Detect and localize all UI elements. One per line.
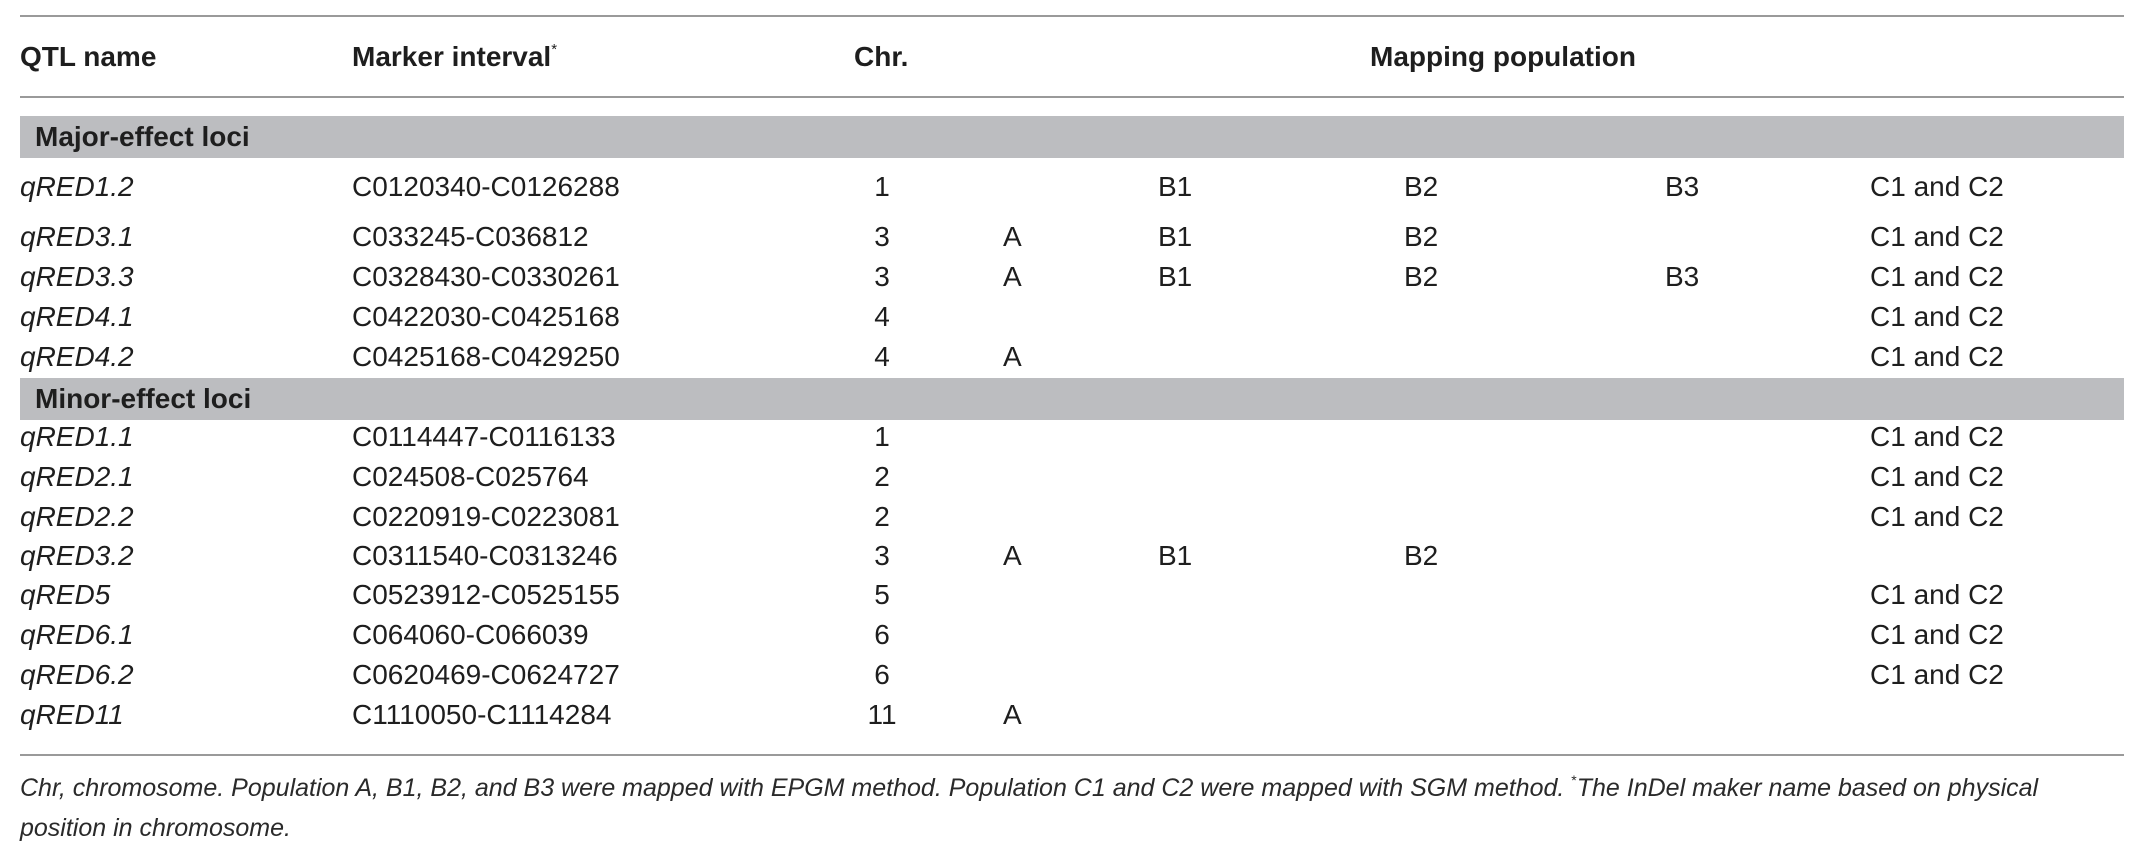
marker-interval-cell: C0620469-C0624727 bbox=[352, 659, 620, 690]
header-mapping-population: Mapping population bbox=[1370, 41, 1636, 72]
marker-interval-cell: C0523912-C0525155 bbox=[352, 579, 620, 610]
header-qtl-name: QTL name bbox=[20, 41, 157, 72]
chr-cell: 3 bbox=[874, 221, 890, 252]
population-b1-cell: B1 bbox=[1158, 540, 1193, 571]
marker-interval-cell: C0328430-C0330261 bbox=[352, 261, 620, 292]
population-c-cell: C1 and C2 bbox=[1870, 461, 2004, 492]
qtl-name-cell: qRED6.1 bbox=[20, 619, 134, 650]
chr-cell: 2 bbox=[874, 461, 890, 492]
chr-cell: 3 bbox=[874, 261, 890, 292]
chr-cell: 6 bbox=[874, 619, 890, 650]
marker-interval-cell: C1110050-C1114284 bbox=[352, 699, 612, 730]
table-row: qRED1.2 C0120340-C0126288 1 B1 B2 B3 C1 and C2 bbox=[0, 168, 2145, 206]
population-a-cell: A bbox=[1003, 221, 1022, 252]
footnote-note: The InDel maker name based on physical p… bbox=[20, 774, 2039, 842]
population-b1-cell: B1 bbox=[1158, 221, 1193, 252]
qtl-name-cell: qRED6.2 bbox=[20, 659, 134, 690]
population-c-cell: C1 and C2 bbox=[1870, 619, 2004, 650]
chr-cell: 3 bbox=[874, 540, 890, 571]
qtl-name-cell: qRED2.2 bbox=[20, 501, 134, 532]
marker-interval-cell: C0311540-C0313246 bbox=[352, 540, 618, 571]
chr-cell: 1 bbox=[874, 171, 890, 202]
table-row: qRED3.1 C033245-C036812 3 A B1 B2 C1 and C2 bbox=[0, 218, 2145, 256]
chr-cell: 2 bbox=[874, 501, 890, 532]
population-b2-cell: B2 bbox=[1404, 171, 1439, 202]
section-title: Major-effect loci bbox=[35, 121, 250, 152]
qtl-name-cell: qRED3.2 bbox=[20, 540, 134, 571]
population-c-cell: C1 and C2 bbox=[1870, 301, 2004, 332]
marker-interval-cell: C0422030-C0425168 bbox=[352, 301, 620, 332]
population-a-cell: A bbox=[1003, 341, 1022, 372]
population-c-cell: C1 and C2 bbox=[1870, 501, 2004, 532]
header-marker-interval-footnote-mark: * bbox=[551, 41, 558, 58]
population-b2-cell: B2 bbox=[1404, 261, 1439, 292]
table-row: qRED2.1 C024508-C025764 2 C1 and C2 bbox=[0, 458, 2145, 496]
table-row: qRED4.2 C0425168-C0429250 4 A C1 and C2 bbox=[0, 338, 2145, 376]
chr-cell: 11 bbox=[867, 699, 897, 730]
population-c-cell: C1 and C2 bbox=[1870, 579, 2004, 610]
population-b3-cell: B3 bbox=[1665, 261, 1700, 292]
marker-interval-cell: C0220919-C0223081 bbox=[352, 501, 620, 532]
marker-interval-cell: C0425168-C0429250 bbox=[352, 341, 620, 372]
population-b1-cell: B1 bbox=[1158, 171, 1193, 202]
table-row: qRED3.2 C0311540-C0313246 3 A B1 B2 bbox=[0, 537, 2145, 575]
table-row: qRED6.2 C0620469-C0624727 6 C1 and C2 bbox=[0, 656, 2145, 694]
population-a-cell: A bbox=[1003, 261, 1022, 292]
qtl-name-cell: qRED4.2 bbox=[20, 341, 134, 372]
section-title: Minor-effect loci bbox=[35, 383, 252, 414]
marker-interval-cell: C0120340-C0126288 bbox=[352, 171, 620, 202]
chr-cell: 5 bbox=[874, 579, 890, 610]
table-row: qRED4.1 C0422030-C0425168 4 C1 and C2 bbox=[0, 298, 2145, 336]
table-top-rule bbox=[20, 15, 2124, 17]
header-marker-interval: Marker interval* bbox=[352, 40, 557, 74]
chr-cell: 4 bbox=[874, 341, 890, 372]
marker-interval-cell: C0114447-C0116133 bbox=[352, 421, 616, 452]
chr-cell: 4 bbox=[874, 301, 890, 332]
population-b1-cell: B1 bbox=[1158, 261, 1193, 292]
section-band: Minor-effect loci bbox=[20, 378, 2124, 420]
chr-cell: 1 bbox=[874, 421, 890, 452]
qtl-name-cell: qRED1.1 bbox=[20, 421, 134, 452]
qtl-name-cell: qRED1.2 bbox=[20, 171, 134, 202]
table-bottom-rule bbox=[20, 754, 2124, 756]
qtl-name-cell: qRED3.3 bbox=[20, 261, 134, 292]
qtl-name-cell: qRED5 bbox=[20, 579, 111, 610]
population-c-cell: C1 and C2 bbox=[1870, 171, 2004, 202]
population-b2-cell: B2 bbox=[1404, 540, 1439, 571]
population-b2-cell: B2 bbox=[1404, 221, 1439, 252]
population-b3-cell: B3 bbox=[1665, 171, 1700, 202]
population-a-cell: A bbox=[1003, 540, 1022, 571]
marker-interval-cell: C033245-C036812 bbox=[352, 221, 589, 252]
section-band: Major-effect loci bbox=[20, 116, 2124, 158]
table-row: qRED5 C0523912-C0525155 5 C1 and C2 bbox=[0, 576, 2145, 614]
qtl-name-cell: qRED11 bbox=[20, 699, 124, 730]
footnote-text: Chr, chromosome. Population A, B1, B2, a… bbox=[20, 774, 1572, 802]
table-row: qRED3.3 C0328430-C0330261 3 A B1 B2 B3 C1 and C… bbox=[0, 258, 2145, 296]
marker-interval-cell: C064060-C066039 bbox=[352, 619, 589, 650]
table-row: qRED11 C1110050-C1114284 11 A bbox=[0, 696, 2145, 734]
qtl-name-cell: qRED4.1 bbox=[20, 301, 134, 332]
population-c-cell: C1 and C2 bbox=[1870, 421, 2004, 452]
footnote-mark: * bbox=[1571, 772, 1577, 788]
header-chr: Chr. bbox=[854, 41, 909, 72]
header-marker-interval-label: Marker interval bbox=[352, 41, 552, 72]
table-row: qRED2.2 C0220919-C0223081 2 C1 and C2 bbox=[0, 498, 2145, 536]
qtl-name-cell: qRED2.1 bbox=[20, 461, 134, 492]
table-row: qRED1.1 C0114447-C0116133 1 C1 and C2 bbox=[0, 418, 2145, 456]
population-a-cell: A bbox=[1003, 699, 1022, 730]
population-c-cell: C1 and C2 bbox=[1870, 659, 2004, 690]
population-c-cell: C1 and C2 bbox=[1870, 261, 2004, 292]
table-header-rule bbox=[20, 96, 2124, 98]
population-c-cell: C1 and C2 bbox=[1870, 341, 2004, 372]
population-c-cell: C1 and C2 bbox=[1870, 221, 2004, 252]
table-footnote: Chr, chromosome. Population A, B1, B2, a… bbox=[20, 768, 2124, 848]
chr-cell: 6 bbox=[874, 659, 890, 690]
qtl-name-cell: qRED3.1 bbox=[20, 221, 134, 252]
table-row: qRED6.1 C064060-C066039 6 C1 and C2 bbox=[0, 616, 2145, 654]
marker-interval-cell: C024508-C025764 bbox=[352, 461, 589, 492]
